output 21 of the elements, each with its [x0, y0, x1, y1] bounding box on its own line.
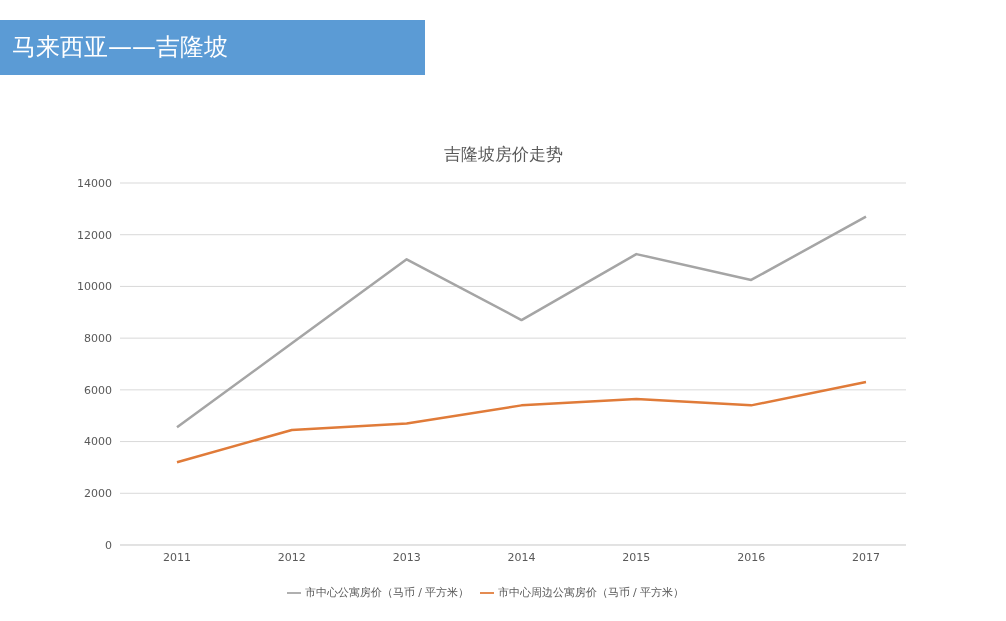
- legend-label: 市中心周边公寓房价（马币 / 平方米）: [497, 586, 685, 599]
- line-series: [175, 380, 868, 464]
- y-tick-label: 8000: [84, 332, 112, 346]
- x-tick-label: 2016: [737, 550, 766, 564]
- y-tick-label: 14000: [77, 176, 112, 190]
- x-tick-label: 2017: [852, 550, 880, 564]
- x-tick-label: 2011: [163, 550, 191, 564]
- x-tick-label: 2013: [392, 550, 421, 564]
- y-tick-label: 4000: [84, 435, 112, 449]
- y-tick-label: 12000: [77, 228, 112, 242]
- x-tick-label: 2015: [622, 550, 651, 564]
- y-tick-label: 2000: [84, 487, 112, 501]
- y-tick-label: 6000: [84, 383, 112, 397]
- y-tick-label: 0: [105, 538, 112, 552]
- y-tick-label: 10000: [77, 280, 112, 294]
- chart-subtitle: 吉隆坡房价走势: [442, 143, 564, 166]
- x-tick-label: 2014: [507, 550, 536, 564]
- legend-label: 市中心公寓房价（马币 / 平方米）: [304, 586, 470, 599]
- line-series: [175, 215, 868, 429]
- chart-title: 马来西亚——吉隆坡: [0, 20, 425, 75]
- x-tick-label: 2012: [277, 550, 306, 564]
